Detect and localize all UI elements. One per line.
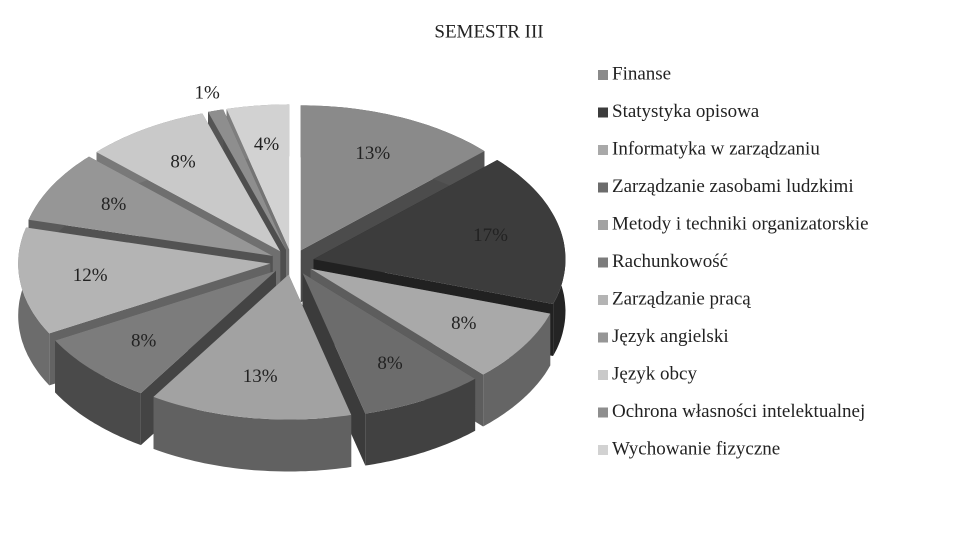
slice-wall: [483, 313, 551, 427]
data-label: 1%: [194, 82, 220, 103]
data-label: 8%: [131, 330, 157, 351]
legend-label: Rachunkowość: [612, 251, 728, 272]
legend-label: Zarządzanie zasobami ludzkimi: [612, 176, 854, 197]
data-label: 4%: [254, 134, 280, 155]
slice-wall: [55, 340, 141, 446]
slice-wall: [365, 378, 476, 466]
legend-label: Język angielski: [612, 326, 729, 347]
data-label: 12%: [73, 265, 108, 286]
data-label: 8%: [170, 152, 196, 173]
slice-top: [18, 227, 271, 334]
slice-top: [300, 105, 485, 251]
slice-top: [313, 160, 566, 304]
slice-top: [153, 274, 352, 420]
legend-label: Wychowanie fizyczne: [612, 438, 780, 459]
slice-top: [55, 270, 276, 394]
slice-top: [226, 104, 290, 250]
legend-swatch: [598, 220, 608, 230]
legend-swatch: [598, 295, 608, 305]
legend-swatch: [598, 70, 608, 80]
legend-label: Metody i techniki organizatorskie: [612, 213, 869, 234]
legend-swatch: [598, 107, 608, 118]
legend-label: Zarządzanie pracą: [612, 288, 751, 309]
legend-swatch: [598, 370, 608, 380]
slice-top: [302, 273, 476, 414]
slice-wall: [153, 396, 352, 472]
legend-swatch: [598, 145, 608, 155]
data-label: 8%: [101, 194, 127, 215]
legend-swatch: [598, 407, 608, 418]
slice-top: [96, 113, 281, 252]
legend-swatch: [598, 332, 608, 343]
legend-swatch: [598, 445, 608, 455]
legend-label: Informatyka w zarządzaniu: [612, 138, 820, 159]
legend: Finanse Statystyka opisowa Informatyka w z…: [598, 63, 869, 459]
legend-label: Ochrona własności intelektualnej: [612, 401, 865, 422]
data-label: 8%: [451, 313, 477, 334]
chart-title: SEMESTR III: [434, 21, 543, 42]
pie-slice: [302, 273, 476, 466]
legend-swatch: [598, 257, 608, 268]
data-label: 8%: [377, 353, 403, 374]
slice-top: [310, 268, 551, 375]
legend-label: Finanse: [612, 63, 671, 84]
slice-top: [28, 156, 273, 256]
legend-label: Statystyka opisowa: [612, 101, 760, 122]
legend-label: Język obcy: [612, 363, 697, 384]
slice-top: [208, 109, 286, 250]
data-label: 17%: [473, 225, 508, 246]
data-label: 13%: [355, 143, 390, 164]
legend-swatch: [598, 182, 608, 193]
data-label: 13%: [243, 366, 278, 387]
pie-slice: [153, 274, 352, 472]
